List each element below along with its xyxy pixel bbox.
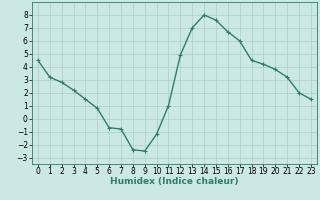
X-axis label: Humidex (Indice chaleur): Humidex (Indice chaleur) [110,177,239,186]
